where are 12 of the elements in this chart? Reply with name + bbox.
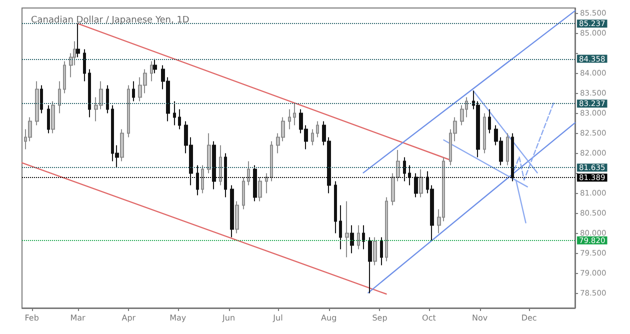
x-tick-label: Oct xyxy=(422,314,436,322)
x-tick-label: May xyxy=(170,314,186,322)
text: Canadian Dollar / Japanese Yen, 1D xyxy=(31,16,190,26)
x-tick-label: Sep xyxy=(372,314,388,322)
x-tick-label: Apr xyxy=(122,314,136,322)
x-tick-label: Jun xyxy=(222,314,236,322)
x-tick-label: Nov xyxy=(472,314,488,322)
x-tick-label: Feb xyxy=(24,314,39,322)
x-tick-label: Mar xyxy=(70,314,86,322)
x-tick-label: Jul xyxy=(272,314,283,322)
x-tick-label: Aug xyxy=(321,314,337,322)
x-tick-label: Dec xyxy=(521,314,537,322)
